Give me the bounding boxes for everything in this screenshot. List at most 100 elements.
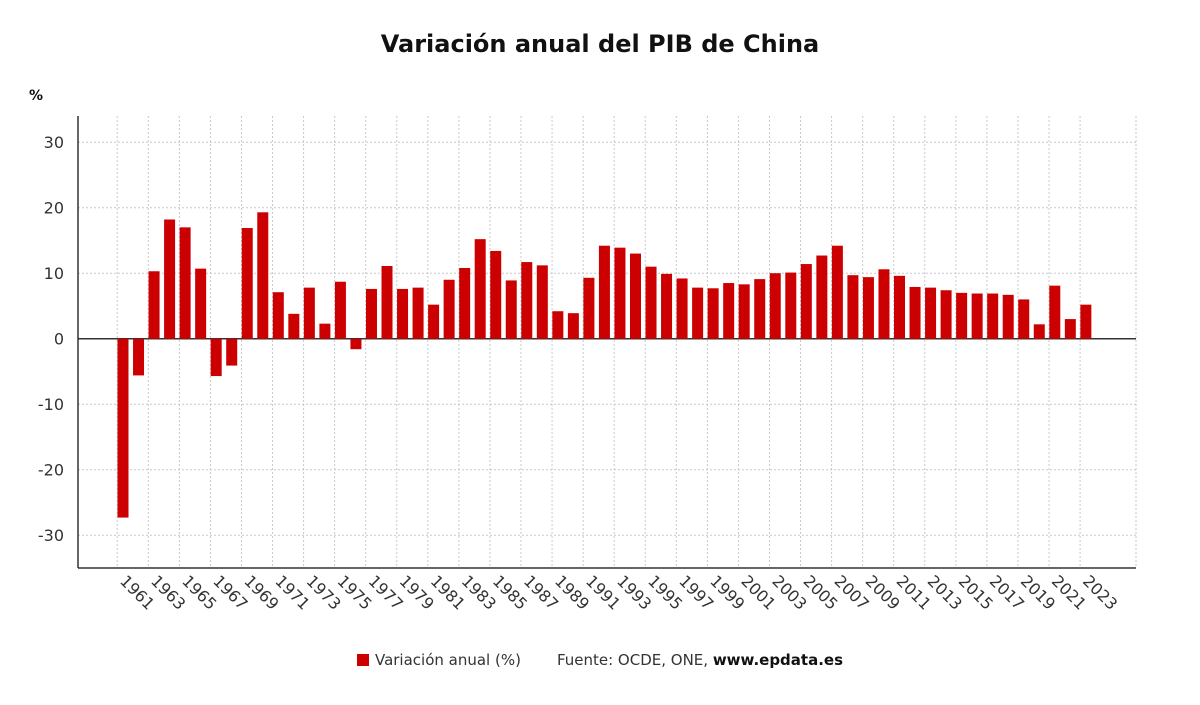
bar-1985 [490, 250, 502, 339]
bar-1992 [598, 245, 610, 339]
x-tick-label: 2017 [986, 571, 1028, 613]
bars [117, 212, 1092, 518]
bar-2008 [847, 275, 859, 339]
bar-2020 [1033, 324, 1045, 339]
bar-2015 [956, 292, 968, 339]
bar-2002 [754, 279, 766, 339]
bar-1998 [692, 287, 704, 339]
bar-1989 [552, 311, 564, 339]
bar-2001 [738, 284, 750, 339]
bar-1979 [397, 288, 409, 339]
legend-swatch [356, 654, 369, 666]
x-tick-label: 2021 [1048, 571, 1090, 613]
y-tick-label: 0 [54, 330, 64, 349]
bar-2016 [971, 293, 983, 339]
x-tick-label: 1965 [178, 571, 220, 613]
x-tick-label: 1989 [551, 571, 593, 613]
x-tick-label: 1987 [520, 571, 562, 613]
bar-1961 [117, 338, 129, 518]
tick-labels: -30 -20 -10 0 10 20 30 196119631965196719691971… [38, 133, 1121, 613]
bar-1990 [567, 313, 579, 339]
x-tick-label: 2009 [862, 571, 904, 613]
x-tick-label: 2001 [737, 571, 779, 613]
x-tick-label: 2015 [955, 571, 997, 613]
bar-2013 [925, 287, 937, 339]
bar-1982 [443, 279, 455, 339]
bar-1986 [505, 280, 517, 339]
x-tick-label: 1997 [675, 571, 717, 613]
bar-1993 [614, 247, 626, 339]
bar-1975 [334, 281, 346, 339]
gridlines [78, 116, 1137, 568]
bar-1963 [148, 271, 160, 339]
x-tick-label: 1993 [613, 571, 655, 613]
bar-1971 [272, 292, 284, 339]
bar-2023 [1080, 304, 1092, 339]
bar-1968 [226, 338, 238, 366]
x-tick-label: 1999 [706, 571, 748, 613]
x-tick-label: 1981 [427, 571, 469, 613]
bar-1966 [195, 268, 207, 339]
bar-2011 [894, 275, 905, 339]
x-tick-label: 1967 [209, 571, 251, 613]
bar-2000 [723, 283, 735, 339]
legend: Variación anual (%) Fuente: OCDE, ONE, ww… [0, 651, 1200, 669]
bar-1995 [645, 266, 657, 339]
bar-1967 [210, 338, 222, 377]
y-tick-label: -10 [38, 395, 64, 414]
source-prefix: Fuente: OCDE, ONE, [556, 651, 713, 669]
bar-1972 [288, 313, 300, 339]
y-unit-label: % [29, 88, 43, 104]
y-tick-label: 30 [44, 133, 64, 152]
bar-2012 [909, 286, 921, 339]
bar-1964 [164, 219, 176, 339]
bar-1976 [350, 338, 362, 350]
bar-2007 [831, 245, 843, 339]
bar-2017 [987, 293, 999, 339]
x-tick-label: 1969 [240, 571, 282, 613]
y-tick-label: 20 [44, 199, 64, 218]
bar-1988 [536, 265, 548, 339]
bar-1987 [521, 262, 533, 339]
bar-1969 [241, 228, 253, 339]
x-tick-label: 1971 [271, 571, 313, 613]
bar-1962 [133, 338, 145, 376]
bar-1994 [629, 253, 641, 339]
bar-2010 [878, 269, 890, 339]
bar-1974 [319, 323, 331, 339]
x-tick-label: 1973 [303, 571, 345, 613]
bar-2005 [800, 264, 812, 339]
bar-2022 [1064, 319, 1076, 339]
bar-2009 [862, 277, 874, 339]
x-tick-label: 1991 [582, 571, 624, 613]
x-tick-label: 2019 [1017, 571, 1059, 613]
x-tick-label: 1975 [334, 571, 376, 613]
x-tick-label: 1985 [489, 571, 531, 613]
bar-2003 [769, 273, 781, 339]
bar-1978 [381, 266, 393, 339]
bar-1984 [474, 239, 486, 339]
bar-1970 [257, 212, 269, 339]
bar-2021 [1049, 285, 1061, 339]
x-tick-label: 1963 [147, 571, 189, 613]
bar-1965 [179, 227, 191, 339]
legend-series-label: Variación anual (%) [374, 651, 521, 669]
source-domain: www.epdata.es [712, 651, 844, 669]
bar-1973 [303, 287, 315, 339]
x-tick-label: 2003 [768, 571, 810, 613]
y-tick-label: -30 [38, 526, 64, 545]
bar-2018 [1002, 294, 1014, 339]
bar-2014 [940, 290, 952, 339]
bar-1996 [661, 273, 673, 339]
x-tick-label: 1983 [458, 571, 500, 613]
bar-2019 [1018, 299, 1030, 339]
bar-1991 [583, 277, 595, 339]
x-tick-label: 1995 [644, 571, 686, 613]
bar-1997 [676, 278, 688, 339]
y-tick-label: 10 [44, 264, 64, 283]
x-tick-label: 1977 [365, 571, 407, 613]
x-tick-label: 1961 [116, 571, 158, 613]
bar-1977 [365, 288, 377, 339]
bar-1999 [707, 288, 719, 339]
